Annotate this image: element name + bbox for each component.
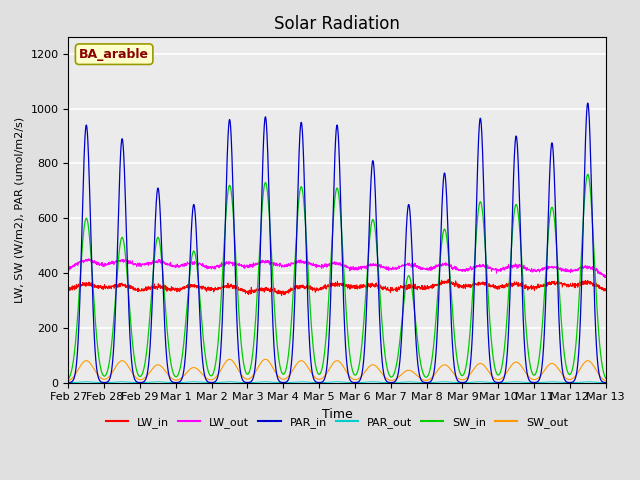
LW_out <box>214 264 222 269</box>
LW_out <box>602 275 609 280</box>
LW_out <box>602 275 609 280</box>
PAR_in <box>584 100 591 106</box>
Line: LW_out: LW_out <box>68 259 605 277</box>
Y-axis label: LW, SW (W/m2), PAR (umol/m2/s): LW, SW (W/m2), PAR (umol/m2/s) <box>15 117 25 303</box>
PAR_in <box>65 380 72 385</box>
PAR_out <box>602 380 609 385</box>
X-axis label: Time: Time <box>322 408 353 421</box>
PAR_in <box>353 380 360 385</box>
SW_out <box>570 375 577 381</box>
SW_in <box>602 375 609 381</box>
PAR_out <box>353 380 360 385</box>
Legend: LW_in, LW_out, PAR_in, PAR_out, SW_in, SW_out: LW_in, LW_out, PAR_in, PAR_out, SW_in, S… <box>102 412 572 432</box>
Line: LW_in: LW_in <box>68 279 605 296</box>
SW_out <box>214 372 222 377</box>
SW_in <box>364 257 372 263</box>
SW_out <box>493 377 501 383</box>
LW_in <box>65 288 72 294</box>
PAR_out <box>555 379 563 385</box>
SW_in <box>554 269 562 275</box>
PAR_out <box>364 379 372 385</box>
PAR_in <box>364 262 372 268</box>
Title: Solar Radiation: Solar Radiation <box>274 15 400 33</box>
PAR_out <box>214 380 222 385</box>
SW_out <box>602 378 609 384</box>
LW_in <box>570 282 577 288</box>
PAR_out <box>83 379 90 384</box>
PAR_in <box>569 379 577 384</box>
SW_out <box>226 357 234 362</box>
LW_out <box>353 264 360 270</box>
SW_out <box>65 378 72 384</box>
SW_out <box>555 366 563 372</box>
SW_in <box>569 363 577 369</box>
Line: PAR_out: PAR_out <box>68 382 605 383</box>
Line: PAR_in: PAR_in <box>68 103 605 383</box>
SW_in <box>493 371 500 377</box>
SW_out <box>364 365 372 371</box>
SW_in <box>214 338 222 344</box>
SW_out <box>353 377 360 383</box>
PAR_in <box>554 295 562 300</box>
LW_in <box>353 283 360 289</box>
PAR_out <box>570 380 577 385</box>
LW_in <box>444 276 452 282</box>
SW_in <box>353 372 360 377</box>
SW_in <box>65 376 72 382</box>
PAR_in <box>602 380 609 385</box>
LW_out <box>555 265 563 271</box>
Line: SW_out: SW_out <box>68 360 605 381</box>
LW_out <box>65 266 72 272</box>
PAR_out <box>65 380 72 385</box>
PAR_in <box>493 380 500 385</box>
LW_in <box>214 285 222 290</box>
LW_in <box>602 288 609 293</box>
LW_in <box>278 293 285 299</box>
LW_in <box>493 284 501 290</box>
LW_in <box>555 280 563 286</box>
LW_in <box>364 280 372 286</box>
LW_out <box>493 268 501 274</box>
LW_out <box>364 262 372 268</box>
PAR_out <box>493 380 501 385</box>
Line: SW_in: SW_in <box>68 174 605 379</box>
LW_out <box>88 256 95 262</box>
LW_out <box>570 267 577 273</box>
Text: BA_arable: BA_arable <box>79 48 149 60</box>
SW_in <box>584 171 591 177</box>
PAR_in <box>214 372 222 378</box>
